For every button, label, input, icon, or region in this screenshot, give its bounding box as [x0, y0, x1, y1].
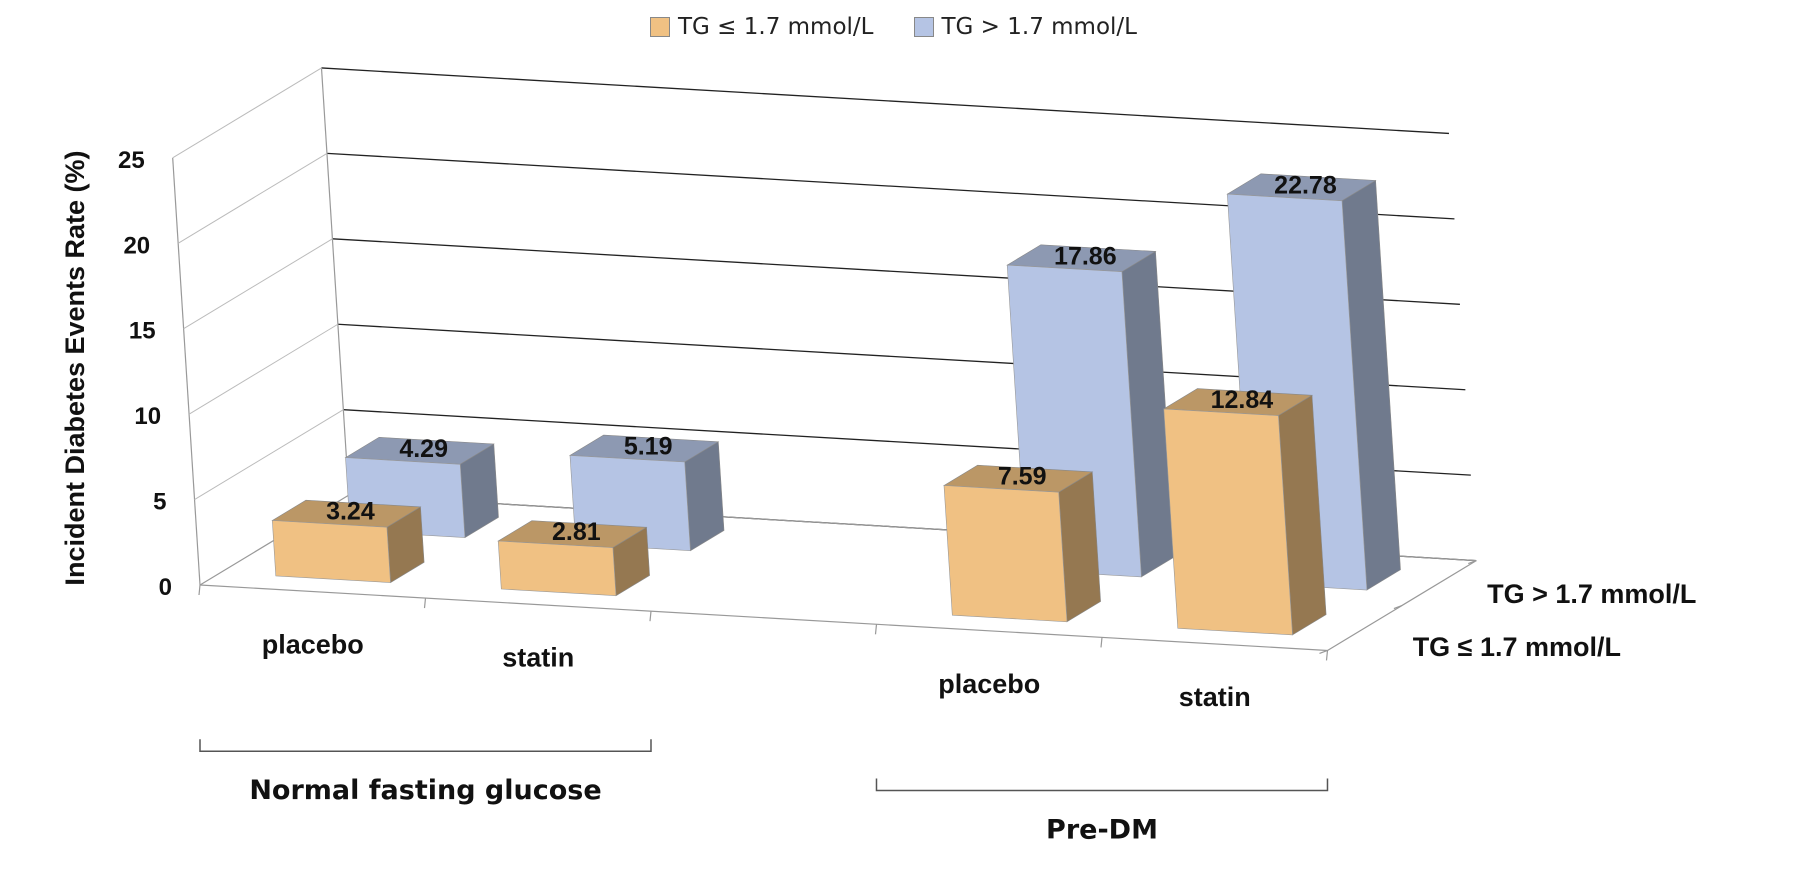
- depth-axis-label: TG ≤ 1.7 mmol/L: [1413, 632, 1621, 662]
- data-label: 22.78: [1274, 171, 1337, 199]
- group-label: Normal fasting glucose: [249, 775, 601, 806]
- side-gridline: [188, 323, 339, 415]
- data-label: 5.19: [624, 433, 673, 461]
- bar-tg-low: [943, 464, 1101, 623]
- y-tick-label: 10: [134, 403, 161, 430]
- x-tick-mark: [1100, 637, 1103, 648]
- data-label: 12.84: [1211, 386, 1274, 414]
- data-label: 17.86: [1054, 242, 1117, 270]
- group-bracket: [875, 778, 1329, 792]
- bar-front: [497, 540, 617, 597]
- depth-tick-mark: [1319, 649, 1328, 655]
- axis-wall-line: [172, 157, 201, 586]
- bar-tg-low: [271, 499, 425, 584]
- depth-tick-mark: [1468, 560, 1477, 565]
- legend-swatch-tg-high: [913, 17, 934, 37]
- y-tick-label: 25: [118, 147, 145, 174]
- legend-swatch-tg-low: [650, 17, 670, 37]
- legend-item-tg-low: TG ≤ 1.7 mmol/L: [650, 14, 874, 40]
- y-tick-label: 0: [159, 574, 172, 601]
- y-tick-label: 5: [153, 489, 166, 516]
- legend-label-tg-low: TG ≤ 1.7 mmol/L: [678, 14, 874, 40]
- depth-tick-mark: [1393, 604, 1403, 610]
- bar-front: [271, 520, 391, 583]
- x-tick-mark: [198, 584, 201, 596]
- x-tick-mark: [874, 624, 878, 635]
- x-tick-mark: [1325, 650, 1329, 661]
- x-tick-mark: [649, 611, 652, 622]
- axis-floor-line: [199, 584, 1328, 652]
- group-bracket: [199, 739, 652, 752]
- x-category-label: statin: [502, 643, 574, 673]
- y-axis-title: Incident Diabetes Events Rate (%): [60, 150, 90, 585]
- bar-tg-low: [497, 520, 650, 597]
- y-tick-label: 15: [129, 318, 156, 345]
- bar-tg-low: [1162, 388, 1327, 636]
- side-gridline: [194, 409, 344, 500]
- data-label: 4.29: [399, 435, 448, 463]
- bar-front: [943, 485, 1068, 623]
- legend: TG ≤ 1.7 mmol/L TG > 1.7 mmol/L: [650, 14, 1137, 40]
- side-gridline: [183, 238, 333, 330]
- x-category-label: statin: [1179, 682, 1251, 712]
- side-gridline: [177, 152, 328, 244]
- side-gridline: [172, 67, 322, 159]
- y-tick-label: 20: [123, 232, 150, 259]
- legend-item-tg-high: TG > 1.7 mmol/L: [913, 14, 1138, 40]
- bar-front: [1163, 408, 1293, 636]
- gridline: [321, 67, 1450, 135]
- x-tick-mark: [423, 598, 427, 609]
- legend-label-tg-high: TG > 1.7 mmol/L: [941, 14, 1138, 40]
- data-label: 2.81: [552, 518, 601, 546]
- data-label: 7.59: [998, 463, 1047, 491]
- axis-wall-line: [320, 67, 350, 496]
- group-label: Pre-DM: [1046, 814, 1158, 845]
- depth-axis-label: TG > 1.7 mmol/L: [1487, 579, 1696, 609]
- data-label: 3.24: [326, 498, 375, 526]
- x-category-label: placebo: [262, 630, 364, 660]
- x-category-label: placebo: [938, 669, 1040, 699]
